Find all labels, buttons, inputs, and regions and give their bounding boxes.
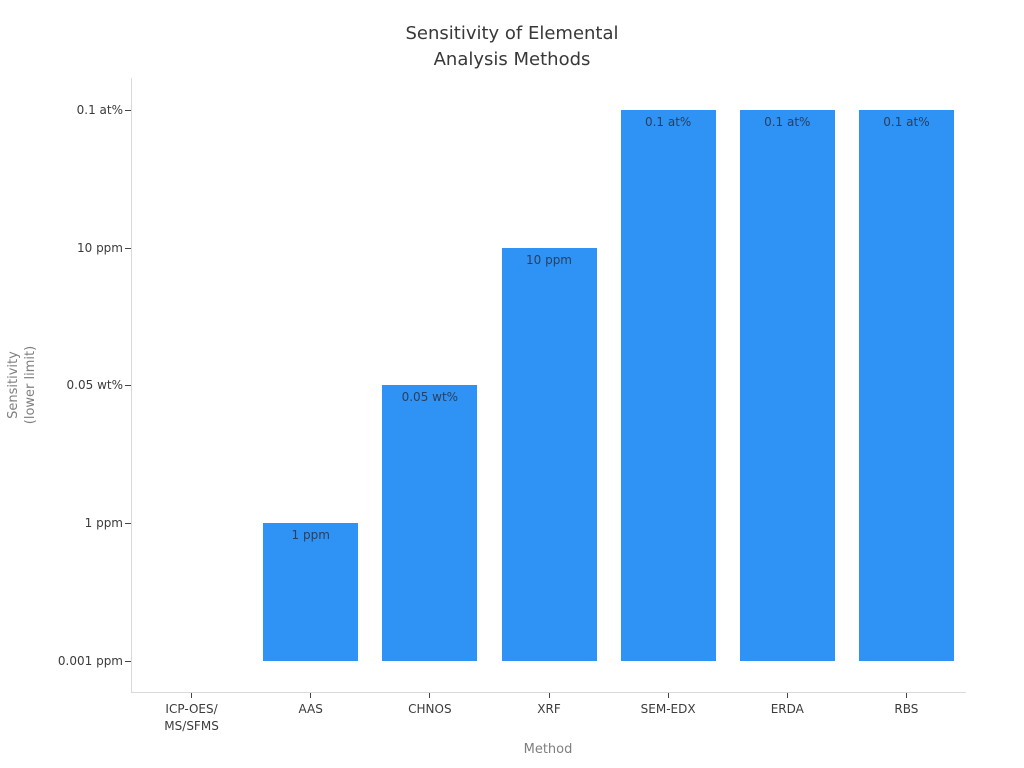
x-tick-mark (191, 693, 193, 698)
x-tick-label: RBS (894, 702, 919, 716)
x-tick-label: ICP-OES/ MS/SFMS (164, 702, 219, 733)
x-tick-label: ERDA (770, 702, 804, 716)
y-tick-label: 1 ppm (84, 516, 123, 531)
bar-3 (382, 385, 478, 661)
x-axis-title: Method (523, 742, 573, 757)
x-tick-mark (905, 693, 907, 698)
x-tick-label: SEM-EDX (640, 702, 696, 716)
bar-value-label: 0.05 wt% (401, 390, 459, 405)
y-axis-title: Sensitivity (lower limit) (6, 345, 38, 425)
x-tick-label: AAS (298, 702, 323, 716)
y-tick-mark (125, 661, 131, 662)
bar-2 (263, 523, 359, 661)
bar-7 (858, 109, 954, 661)
y-tick-label: 10 ppm (76, 240, 123, 255)
bar-value-label: 10 ppm (525, 252, 573, 267)
x-tick-mark (786, 693, 788, 698)
x-tick-label: CHNOS (408, 702, 452, 716)
bar-value-label: 1 ppm (291, 528, 330, 543)
y-tick-mark (125, 247, 131, 249)
y-tick-mark (125, 109, 131, 111)
x-tick-mark (548, 693, 550, 698)
bar-value-label: 0.1 at% (644, 114, 692, 129)
bar-6 (739, 109, 835, 661)
x-tick-label: XRF (537, 702, 561, 716)
y-tick-label: 0.001 ppm (57, 654, 123, 668)
plot-area: ICP-OES/ MS/SFMS 1 ppm AAS 0.05 wt% CHNOS 10 … (58, 78, 966, 733)
y-tick-label: 0.1 at% (76, 102, 123, 117)
bar-value-label: 0.1 at% (883, 114, 930, 129)
x-tick-mark (429, 693, 431, 698)
bar-4 (501, 247, 597, 661)
bar-5 (620, 109, 716, 661)
chart-title: Sensitivity of Elemental Analysis Method… (405, 23, 619, 70)
y-tick-mark (125, 523, 131, 525)
bar-value-label: 0.1 at% (764, 114, 811, 129)
y-tick-label: 0.05 wt% (66, 378, 123, 393)
x-tick-mark (310, 693, 312, 698)
x-tick-mark (667, 693, 669, 698)
y-tick-mark (125, 385, 131, 387)
